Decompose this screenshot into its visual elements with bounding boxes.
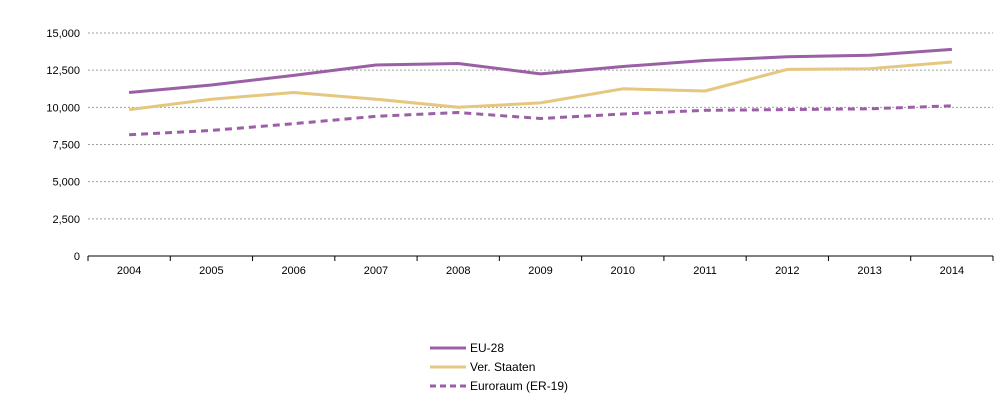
x-tick-label: 2009 xyxy=(528,265,552,277)
x-tick-label: 2012 xyxy=(775,265,799,277)
legend-item-us: Ver. Staaten xyxy=(430,357,568,376)
legend-label-eu28: EU-28 xyxy=(470,340,505,355)
x-tick-label: 2010 xyxy=(611,265,635,277)
y-tick-label: 7,500 xyxy=(52,140,80,152)
x-tick-label: 2014 xyxy=(940,265,964,277)
series-lines xyxy=(128,47,953,137)
x-tick-label: 2013 xyxy=(857,265,881,277)
legend-swatch-us xyxy=(430,365,466,368)
series-line-1 xyxy=(128,60,953,112)
y-tick-label: 5,000 xyxy=(52,177,80,189)
x-tick-label: 2006 xyxy=(281,265,305,277)
legend-label-euroarea: Euroraum (ER-19) xyxy=(470,378,569,393)
y-tick-label: 15,000 xyxy=(46,28,80,40)
legend-swatch-eu28 xyxy=(430,346,466,349)
series-line-0 xyxy=(128,47,953,94)
y-tick-label: 0 xyxy=(74,251,80,263)
axes xyxy=(87,255,994,261)
legend: EU-28 Ver. Staaten Euroraum (ER-19) xyxy=(430,338,568,395)
x-tick-label: 2005 xyxy=(199,265,223,277)
x-tick-label: 2008 xyxy=(446,265,470,277)
legend-item-euroarea: Euroraum (ER-19) xyxy=(430,376,568,395)
series-line-2 xyxy=(129,104,952,137)
y-tick-label: 12,500 xyxy=(46,65,80,77)
gridlines xyxy=(88,32,993,220)
y-tick-labels: 0 2,500 5,000 7,500 10,000 12,500 15,000 xyxy=(46,28,80,263)
x-tick-label: 2011 xyxy=(693,265,717,277)
legend-swatch-euroarea xyxy=(430,384,466,387)
x-tick-label: 2004 xyxy=(117,265,141,277)
legend-item-eu28: EU-28 xyxy=(430,338,568,357)
legend-label-us: Ver. Staaten xyxy=(470,359,536,374)
y-tick-label: 2,500 xyxy=(52,214,80,226)
y-tick-label: 10,000 xyxy=(46,102,80,114)
x-tick-labels: 2004 2005 2006 2007 2008 2009 2010 2011 2012 2013… xyxy=(117,265,964,277)
x-tick-label: 2007 xyxy=(364,265,388,277)
